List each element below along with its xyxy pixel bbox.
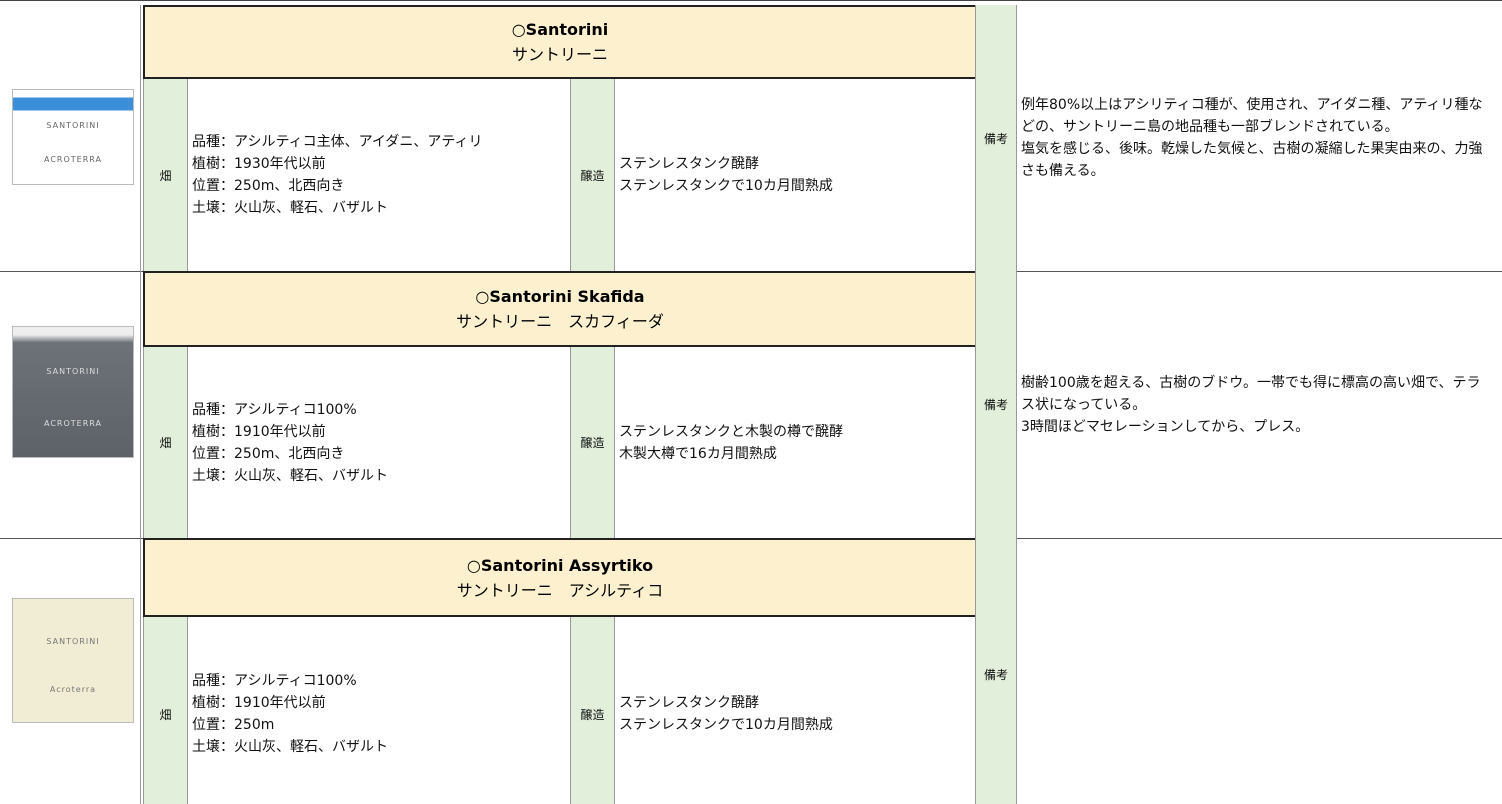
label-text: Acroterra (49, 685, 97, 695)
vineyard-line: 土壌：火山灰、軽石、バザルト (192, 467, 388, 484)
vineyard-line: 品種：アシルティコ100% (192, 401, 357, 418)
notes-paragraph: 例年80%以上はアシリティコ種が、使用され、アイダニ種、アティリ種などの、サント… (1021, 97, 1483, 135)
label-text: SANTORINI (46, 636, 100, 646)
name-ja: サントリーニ スカフィーダ (456, 312, 664, 331)
vineyard-text: 品種：アシルティコ100% 植樹：1910年代以前位置：250m、北西向き土壌：火… (192, 347, 570, 538)
wine-label-image: SANTORINI ACROTERRA (12, 326, 134, 458)
name-ja: サントリーニ (511, 45, 608, 64)
name-ja: サントリーニ アシルティコ (456, 580, 664, 600)
vineyard-label: 畑 (143, 79, 188, 271)
vinification-line: ステンレスタンクと木製の樽で醗酵 (619, 423, 843, 440)
vineyard-label: 畑 (143, 347, 188, 538)
vinification-line: ステンレスタンク醗酵 (619, 156, 759, 172)
vinification-text: ステンレスタンク醗酵ステンレスタンクで10カ月間熟成 (619, 79, 975, 271)
wine-title: ○Santorini Assyrtiko サントリーニ アシルティコ (143, 538, 977, 617)
notes-paragraph: 樹齢100歳を超える、古樹のブドウ。一帯でも得に標高の高い畑で、テラス状になって… (1021, 374, 1481, 413)
col-border (140, 271, 141, 538)
wine-title: ○Santorini Skafida サントリーニ スカフィーダ (143, 271, 977, 347)
vineyard-line: 植樹：1910年代以前 (192, 423, 326, 440)
notes-label: 備考 (975, 538, 1017, 804)
notes-text: 樹齢100歳を超える、古樹のブドウ。一帯でも得に標高の高い畑で、テラス状になって… (1021, 271, 1491, 538)
label-text: ACROTERRA (44, 154, 102, 164)
name-en: ○Santorini (511, 20, 609, 39)
vineyard-line: 位置：250m、北西向き (192, 445, 345, 462)
vineyard-line: 土壌：火山灰、軽石、バザルト (192, 200, 388, 216)
vinification-text: ステンレスタンクと木製の樽で醗酵 木製大樽で16カ月間熟成 (619, 347, 975, 538)
vineyard-label: 畑 (143, 617, 188, 804)
wine-label-image: SANTORINI Acroterra (12, 598, 134, 723)
vineyard-line: 植樹：1910年代以前 (192, 695, 326, 711)
vineyard-line: 位置：250m、北西向き (192, 178, 345, 194)
vinification-label: 醸造 (570, 79, 615, 271)
col-border (140, 5, 141, 271)
vineyard-line: 植樹：1930年代以前 (192, 156, 326, 172)
vinification-line: ステンレスタンクで10カ月間熟成 (619, 717, 833, 733)
vinification-line: ステンレスタンク醗酵 (619, 695, 759, 711)
wine-title: ○Santorini サントリーニ (143, 5, 977, 79)
vineyard-text: 品種：アシルティコ100% 植樹：1910年代以前 位置：250m 土壌：火山灰、軽石… (192, 617, 570, 804)
vineyard-text: 品種：アシルティコ主体、アイダニ、アティリ 植樹：1930年代以前位置：250m、… (192, 79, 570, 271)
vinification-line: 木製大樽で16カ月間熟成 (619, 445, 777, 462)
notes-text: 例年80%以上はアシリティコ種が、使用され、アイダニ種、アティリ種などの、サント… (1021, 5, 1491, 271)
vineyard-line: 土壌：火山灰、軽石、バザルト (192, 739, 388, 755)
notes-label: 備考 (975, 271, 1017, 538)
vinification-line: ステンレスタンクで10カ月間熟成 (619, 178, 833, 194)
notes-text (1021, 538, 1491, 804)
name-en: ○Santorini Skafida (475, 287, 645, 306)
vineyard-line: 品種：アシルティコ主体、アイダニ、アティリ (192, 134, 483, 150)
notes-paragraph: 3時間ほどマセレーションしてから、プレス。 (1021, 418, 1310, 435)
vinification-label: 醸造 (570, 347, 615, 538)
notes-paragraph: 塩気を感じる、後味。乾燥した気候と、古樹の凝縮した果実由来の、力強さも備える。 (1021, 141, 1483, 179)
vinification-text: ステンレスタンク醗酵ステンレスタンクで10カ月間熟成 (619, 617, 975, 804)
wine-label-image: SANTORINI ACROTERRA (12, 89, 134, 185)
col-border (140, 538, 141, 804)
vineyard-line: 位置：250m (192, 717, 275, 733)
label-text: SANTORINI (46, 366, 100, 376)
vinification-label: 醸造 (570, 617, 615, 804)
notes-label: 備考 (975, 5, 1017, 271)
vineyard-line: 品種：アシルティコ100% (192, 673, 357, 689)
label-text: ACROTERRA (44, 418, 102, 428)
label-text: SANTORINI (46, 120, 100, 130)
name-en: ○Santorini Assyrtiko (466, 555, 654, 575)
